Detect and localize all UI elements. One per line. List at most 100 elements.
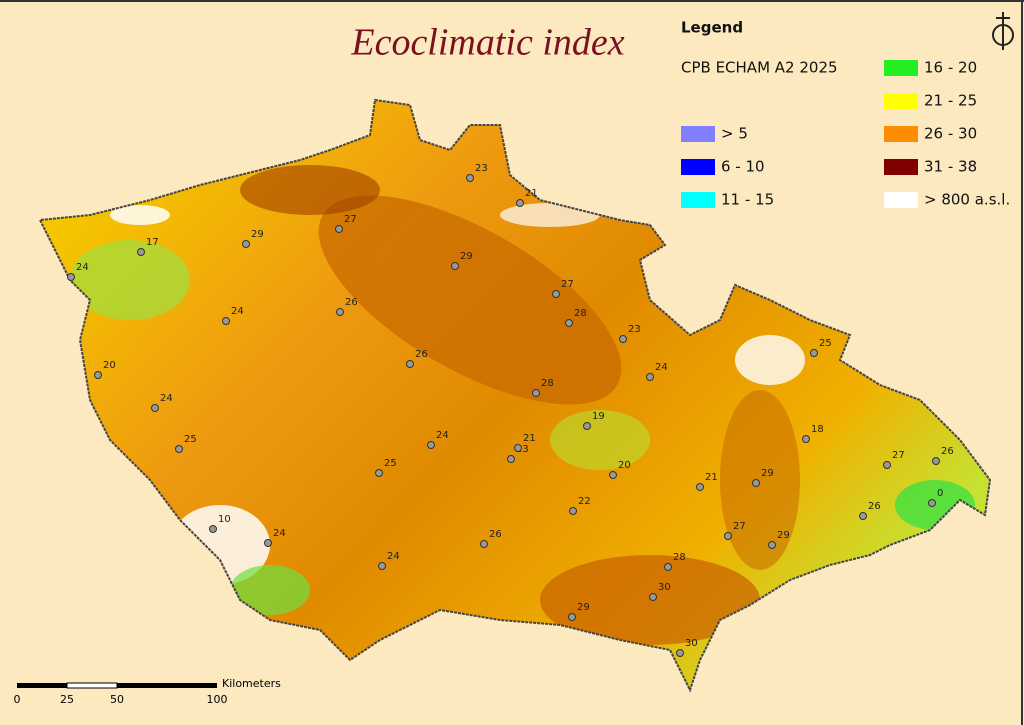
terrain [40, 100, 990, 690]
station-point [507, 455, 515, 463]
station-point [451, 262, 459, 270]
station-value: 26 [941, 446, 954, 457]
station-point [883, 461, 891, 469]
station-value: 24 [655, 362, 668, 373]
station-value: 29 [777, 530, 790, 541]
station-point [427, 441, 435, 449]
station-point [480, 540, 488, 548]
station-value: 30 [658, 582, 671, 593]
station-value: 0 [937, 488, 943, 499]
legend-label: 21 - 25 [924, 92, 977, 110]
map-title: Ecoclimatic index [350, 22, 624, 64]
scale-tick-label: 100 [207, 693, 228, 706]
station-value: 28 [541, 378, 554, 389]
station-value: 29 [251, 229, 264, 240]
station-value: 29 [577, 602, 590, 613]
station-point [552, 290, 560, 298]
station-value: 27 [344, 214, 357, 225]
station-value: 22 [578, 496, 591, 507]
station-point [609, 471, 617, 479]
station-point [137, 248, 145, 256]
legend: > 5 6 - 10 11 - 15 16 - 20 21 - 25 26 - 30 31 … [681, 59, 1010, 209]
station-point [378, 562, 386, 570]
station-value: 17 [146, 237, 159, 248]
station-point [222, 317, 230, 325]
station-point [802, 435, 810, 443]
station-value: 29 [460, 251, 473, 262]
station-point [264, 539, 272, 547]
station-value: 27 [561, 279, 574, 290]
station-value: 20 [103, 360, 116, 371]
station-value: 25 [384, 458, 397, 469]
station-value: 10 [218, 514, 231, 525]
station-value: 24 [160, 393, 173, 404]
station-point [375, 469, 383, 477]
station-point [649, 593, 657, 601]
station-point [724, 532, 732, 540]
station-value: 30 [685, 638, 698, 649]
station-value: 19 [592, 411, 605, 422]
legend-label: > 800 a.s.l. [924, 191, 1010, 209]
station-point [768, 541, 776, 549]
station-value: 26 [489, 529, 502, 540]
station-value: 29 [761, 468, 774, 479]
station-value: 23 [516, 444, 529, 455]
legend-label: 31 - 38 [924, 158, 977, 176]
station-point [676, 649, 684, 657]
legend-label: 16 - 20 [924, 59, 977, 77]
legend-label: 6 - 10 [721, 158, 765, 176]
scale-bar: Kilometers 0 25 50 100 [14, 677, 282, 706]
legend-swatch [681, 159, 715, 175]
station-value: 21 [705, 472, 718, 483]
station-point [466, 174, 474, 182]
legend-swatch [884, 126, 918, 142]
station-point [67, 273, 75, 281]
station-value: 24 [387, 551, 400, 562]
station-value: 18 [811, 424, 824, 435]
station-value: 24 [273, 528, 286, 539]
station-value: 24 [436, 430, 449, 441]
station-value: 21 [523, 433, 536, 444]
station-point [336, 308, 344, 316]
station-point [565, 319, 573, 327]
station-value: 28 [574, 308, 587, 319]
station-value: 26 [415, 349, 428, 360]
station-point [810, 349, 818, 357]
station-point [516, 199, 524, 207]
station-point [151, 404, 159, 412]
station-value: 20 [618, 460, 631, 471]
legend-swatch [884, 60, 918, 76]
station-point [859, 512, 867, 520]
station-value: 25 [819, 338, 832, 349]
legend-swatch [681, 192, 715, 208]
station-value: 25 [184, 434, 197, 445]
legend-swatch [884, 159, 918, 175]
station-point [928, 499, 936, 507]
station-value: 26 [345, 297, 358, 308]
scale-tick-label: 50 [110, 693, 124, 706]
station-point [696, 483, 704, 491]
station-point [619, 335, 627, 343]
station-point [664, 563, 672, 571]
station-value: 27 [733, 521, 746, 532]
station-value: 21 [525, 188, 538, 199]
station-point [175, 445, 183, 453]
station-value: 24 [76, 262, 89, 273]
station-value: 24 [231, 306, 244, 317]
station-point [569, 507, 577, 515]
station-point [209, 525, 217, 533]
station-value: 26 [868, 501, 881, 512]
station-point [406, 360, 414, 368]
station-point [646, 373, 654, 381]
station-point [932, 457, 940, 465]
station-point [514, 444, 522, 452]
scale-tick-label: 25 [60, 693, 74, 706]
station-value: 28 [673, 552, 686, 563]
scale-tick-label: 0 [14, 693, 21, 706]
station-point [242, 240, 250, 248]
station-point [752, 479, 760, 487]
scale-unit: Kilometers [222, 677, 281, 690]
station-value: 27 [892, 450, 905, 461]
station-point [583, 422, 591, 430]
